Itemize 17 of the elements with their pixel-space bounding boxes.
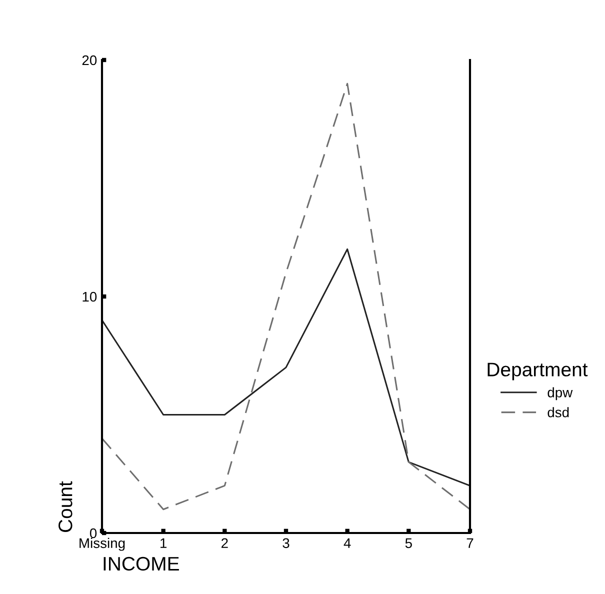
- legend-title: Department: [488, 362, 588, 380]
- x-tick-label: 3: [282, 538, 290, 548]
- legend-label: dpw: [548, 387, 573, 400]
- x-tick-label: 2: [222, 538, 228, 548]
- legend-label: dsd: [548, 407, 569, 418]
- x-axis-title: INCOME: [104, 556, 179, 571]
- x-tick-label: 1: [160, 538, 167, 548]
- line-series: [102, 82, 470, 510]
- x-tick-label: 4: [344, 538, 351, 548]
- x-tick-label: 7: [466, 538, 474, 548]
- y-axis-title: Count: [58, 481, 72, 532]
- x-tick-label: Missing: [80, 538, 125, 551]
- y-tick-label: 20: [82, 55, 97, 66]
- y-tick-label: 0: [90, 528, 97, 538]
- y-tick-label: 10: [82, 292, 97, 302]
- line-series: [102, 248, 470, 486]
- x-tick-label: 5: [405, 538, 412, 548]
